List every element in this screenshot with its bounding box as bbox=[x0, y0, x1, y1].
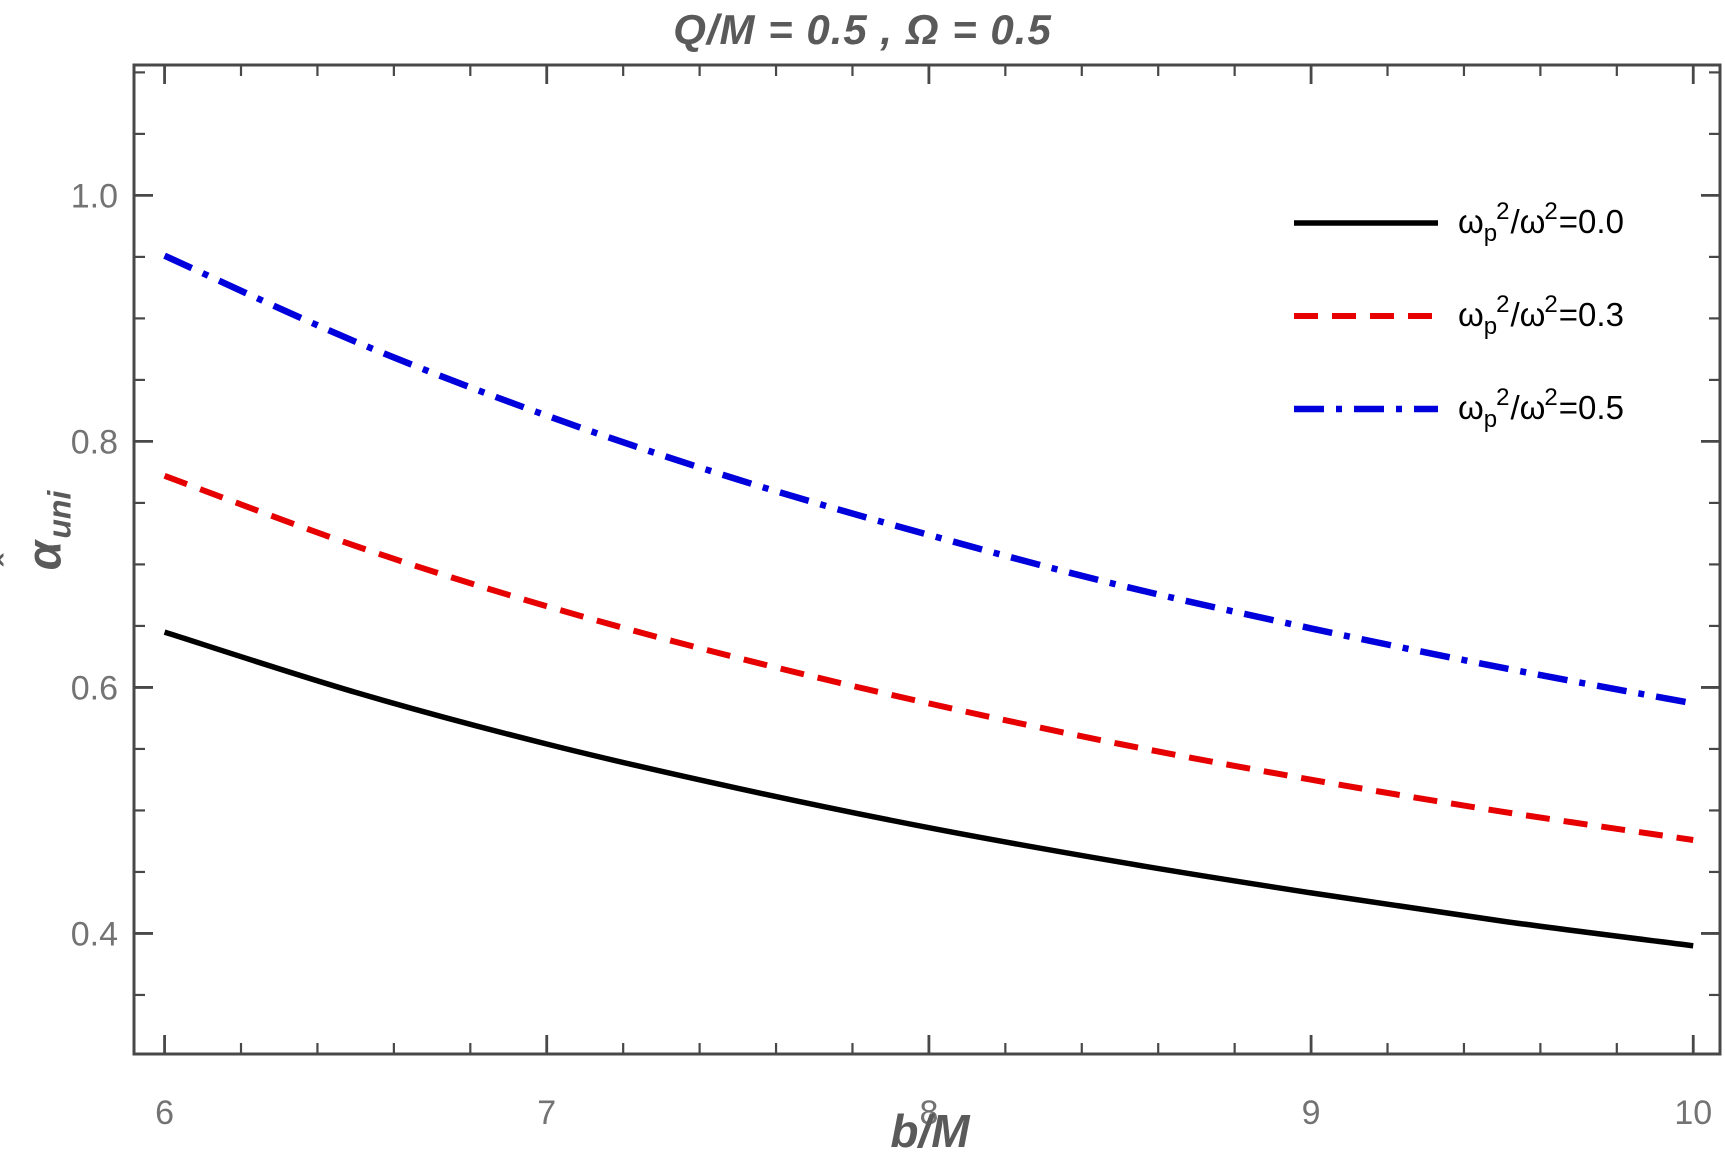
hat-accent: ˆ bbox=[0, 554, 34, 566]
legend-line-omega-ratio-0.5 bbox=[1294, 405, 1438, 412]
x-tick-label: 9 bbox=[1302, 1094, 1321, 1132]
x-tick-label: 6 bbox=[155, 1094, 174, 1132]
curve-omega-ratio-0.5 bbox=[163, 252, 1694, 707]
legend-line-omega-ratio-0.0 bbox=[1294, 219, 1438, 226]
y-tick-label: 1.0 bbox=[71, 177, 118, 215]
y-tick-label: 0.8 bbox=[71, 423, 118, 461]
chart-title: Q/M = 0.5 , Ω = 0.5 bbox=[673, 6, 1052, 53]
plot-frame bbox=[132, 63, 1722, 1056]
y-tick-label: 0.6 bbox=[71, 669, 118, 707]
x-axis-label: b/M bbox=[890, 1105, 970, 1157]
y-tick-label: 0.4 bbox=[71, 915, 118, 953]
legend-label: ωp2/ω2=0.0 bbox=[1458, 197, 1624, 247]
legend-item-omega-ratio-0.5: ωp2/ω2=0.5 bbox=[1290, 362, 1720, 455]
legend-label: ωp2/ω2=0.5 bbox=[1458, 383, 1624, 433]
curve-omega-ratio-0.0 bbox=[163, 629, 1694, 949]
x-tick-label: 8 bbox=[919, 1094, 938, 1132]
x-tick-label: 10 bbox=[1674, 1094, 1712, 1132]
legend-label: ωp2/ω2=0.3 bbox=[1458, 290, 1624, 340]
legend: ωp2/ω2=0.0 ωp2/ω2=0.3 ωp2/ω2=0.5 bbox=[1290, 176, 1720, 455]
y-label-subscript: uni bbox=[41, 490, 78, 539]
alpha-hat-symbol: ˆα bbox=[0, 541, 73, 571]
x-tick-label: 7 bbox=[537, 1094, 556, 1132]
curve-omega-ratio-0.3 bbox=[163, 473, 1694, 843]
legend-item-omega-ratio-0.0: ωp2/ω2=0.0 bbox=[1290, 176, 1720, 269]
legend-line-omega-ratio-0.3 bbox=[1294, 312, 1438, 319]
legend-item-omega-ratio-0.3: ωp2/ω2=0.3 bbox=[1290, 269, 1720, 362]
y-axis-label: ˆαuni bbox=[0, 421, 79, 641]
